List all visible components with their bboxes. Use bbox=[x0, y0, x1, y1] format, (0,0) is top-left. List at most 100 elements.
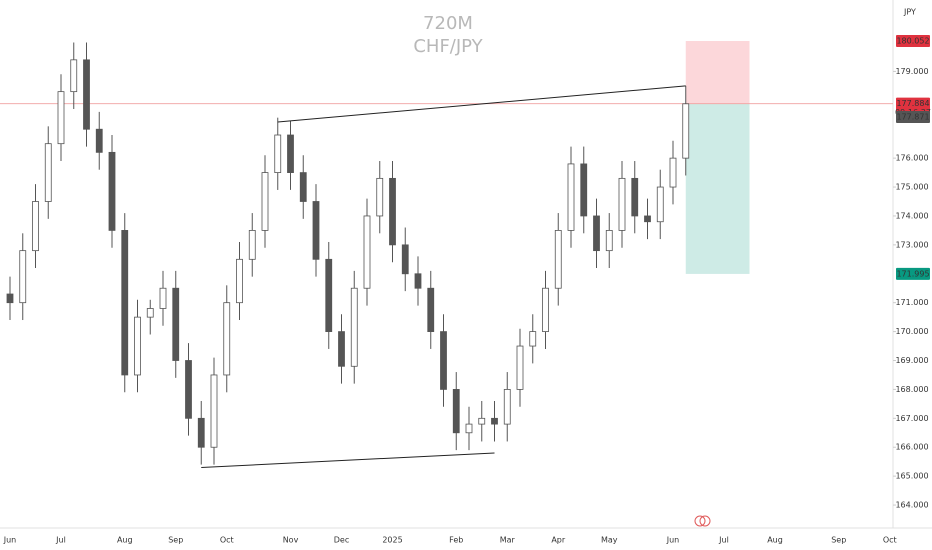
candle-body bbox=[185, 360, 192, 419]
candle-body bbox=[172, 287, 180, 361]
stop-zone bbox=[685, 40, 750, 104]
x-tick-label: Feb bbox=[449, 536, 463, 545]
candle-body bbox=[121, 230, 129, 376]
y-tick-label: 167.000 bbox=[895, 414, 928, 423]
x-tick-label: Dec bbox=[334, 536, 349, 545]
candle-body bbox=[618, 177, 626, 231]
candle-body bbox=[376, 177, 384, 217]
candle-body bbox=[542, 287, 549, 332]
x-tick-label: Apr bbox=[551, 536, 566, 545]
logo bbox=[694, 515, 706, 527]
currency-label: JPY bbox=[903, 8, 916, 17]
y-tick-label: 176.000 bbox=[895, 154, 928, 163]
candle-body bbox=[656, 186, 664, 223]
y-tick-label: 165.000 bbox=[895, 472, 928, 481]
candle-body bbox=[644, 215, 651, 223]
candle-body bbox=[669, 157, 677, 188]
candle-body bbox=[287, 134, 294, 173]
candle-body bbox=[159, 287, 167, 309]
candle-body bbox=[605, 230, 613, 252]
x-tick-label: Oct bbox=[883, 536, 897, 545]
x-tick-label: Aug bbox=[767, 536, 783, 545]
candle-body bbox=[83, 59, 90, 130]
candle-body bbox=[197, 417, 205, 448]
y-tick-label: 169.000 bbox=[895, 356, 928, 365]
candle-body bbox=[465, 423, 473, 434]
candle-body bbox=[350, 287, 358, 367]
y-tick-label: 175.000 bbox=[895, 183, 928, 192]
candle-body bbox=[567, 163, 575, 231]
stop-price-label-bg bbox=[896, 34, 930, 47]
y-tick-label: 174.000 bbox=[895, 211, 928, 220]
bid-price-bg bbox=[896, 111, 930, 124]
y-tick-label: 179.000 bbox=[895, 67, 928, 76]
candle-body bbox=[108, 151, 116, 231]
candle-body bbox=[491, 417, 498, 425]
candle-body bbox=[529, 331, 537, 347]
logo bbox=[699, 515, 711, 527]
y-tick-label: 170.000 bbox=[895, 327, 928, 336]
candle-body bbox=[325, 258, 333, 332]
candle-body bbox=[389, 177, 396, 246]
chart-subtitle: CHF/JPY bbox=[413, 36, 483, 57]
x-tick-label: Aug bbox=[117, 536, 133, 545]
y-tick-label: 168.000 bbox=[895, 385, 928, 394]
candle-body bbox=[210, 374, 218, 448]
bid-price-label: 177.871 bbox=[896, 113, 929, 122]
candle-body bbox=[19, 250, 27, 304]
candle-body bbox=[312, 201, 320, 260]
x-tick-label: Nov bbox=[283, 536, 299, 545]
candle-body bbox=[32, 201, 39, 252]
candle-body bbox=[236, 258, 243, 304]
candle-body bbox=[70, 59, 78, 93]
x-tick-label: Sep bbox=[831, 536, 846, 545]
target-price-label-bg bbox=[896, 267, 930, 280]
x-tick-label: Jul bbox=[718, 536, 729, 545]
candle-body bbox=[452, 389, 460, 434]
candle-body bbox=[274, 134, 282, 173]
y-tick-label: 171.000 bbox=[895, 298, 928, 307]
candle-body bbox=[478, 417, 486, 425]
candle-body bbox=[248, 230, 256, 260]
candle-body bbox=[503, 389, 511, 425]
x-tick-label: Oct bbox=[220, 536, 234, 545]
candle-body bbox=[580, 163, 588, 217]
x-tick-label: May bbox=[601, 536, 618, 545]
candle-body bbox=[223, 302, 231, 376]
chart-title: 720M bbox=[423, 13, 473, 34]
entry-price-label: 177.884 bbox=[896, 99, 929, 108]
y-tick-label: 173.000 bbox=[895, 240, 928, 249]
x-tick-label: Jun bbox=[3, 536, 17, 545]
trendline bbox=[201, 452, 495, 468]
x-tick-label: 2025 bbox=[382, 536, 402, 545]
candle-body bbox=[414, 273, 422, 289]
y-tick-label: 164.000 bbox=[895, 501, 928, 510]
candle-body bbox=[631, 177, 639, 217]
candle-body bbox=[593, 215, 600, 252]
candle-body bbox=[6, 293, 14, 304]
candle-body bbox=[427, 287, 435, 332]
candle-body bbox=[95, 128, 103, 153]
candle-body bbox=[682, 103, 690, 159]
candle-body bbox=[261, 172, 269, 231]
candle-body bbox=[554, 230, 562, 289]
x-tick-label: Jun bbox=[666, 536, 680, 545]
y-tick-label: 166.000 bbox=[895, 443, 928, 452]
candle-body bbox=[516, 345, 524, 390]
candle-body bbox=[57, 91, 65, 145]
candle-body bbox=[401, 244, 409, 275]
candle-body bbox=[363, 215, 371, 289]
candle-body bbox=[146, 308, 154, 318]
target-zone bbox=[685, 103, 750, 274]
x-tick-label: Mar bbox=[500, 536, 516, 545]
trendline bbox=[277, 85, 686, 123]
candle-body bbox=[338, 331, 345, 367]
x-tick-label: Sep bbox=[168, 536, 183, 545]
target-price-label: 171.995 bbox=[896, 269, 929, 278]
candle-body bbox=[299, 172, 307, 202]
candle-body bbox=[440, 331, 447, 390]
x-tick-label: Jul bbox=[55, 536, 66, 545]
candle-body bbox=[44, 143, 52, 202]
